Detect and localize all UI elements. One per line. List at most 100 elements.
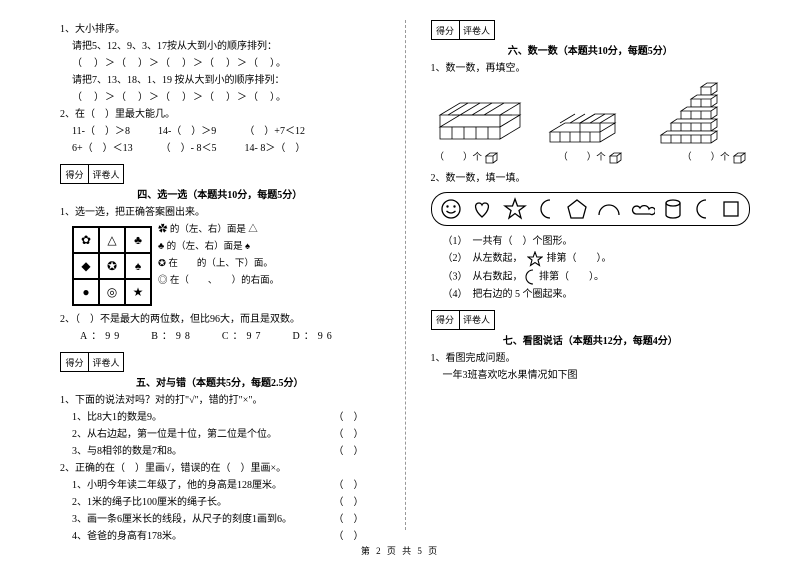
s5-q1-list: 1、比8大1的数是9。（ ） 2、从右边起，第一位是十位，第二位是个位。（ ） … bbox=[60, 410, 380, 459]
page-footer: 第 2 页 共 5 页 bbox=[0, 544, 800, 557]
mark: （ ） bbox=[334, 512, 364, 527]
moon2-icon bbox=[692, 198, 712, 220]
s4-q1: 1、选一选，把正确答案圈出来。 bbox=[60, 205, 380, 220]
s6-l1: （1） 一共有（ ）个图形。 bbox=[443, 234, 751, 249]
score-box: 得分 评卷人 bbox=[431, 310, 495, 330]
s4-figure-row: ✿ △ ♣ ◆ ✪ ♠ ● ◎ ★ ✿ 的（左、右）面是 △ ♣ 的（左、右）面… bbox=[60, 222, 380, 310]
s5-q2-3: 3、画一条6厘米长的线段，从尺子的刻度1画到6。 （ ） bbox=[72, 512, 380, 527]
grid-cell: ♣ bbox=[125, 227, 151, 253]
txt: 4、爸爸的身高有178米。 bbox=[72, 529, 182, 544]
mark: （ ） bbox=[334, 495, 364, 510]
s4-grid: ✿ △ ♣ ◆ ✪ ♠ ● ◎ ★ bbox=[72, 226, 152, 306]
s7-q1: 1、看图完成问题。 bbox=[431, 351, 751, 366]
s5-q1-2: 2、从右边起，第一位是十位，第二位是个位。 （ ） bbox=[72, 427, 380, 442]
s5-q2-list: 1、小明今年读二年级了，他的身高是128厘米。 （ ） 2、1米的绳子比100厘米… bbox=[60, 478, 380, 544]
cube-stack-3 bbox=[656, 82, 746, 147]
txt: 2、从右边起，第一位是十位，第二位是个位。 bbox=[72, 427, 277, 442]
s4-t2-txt: 的（左、右）面是 bbox=[167, 242, 243, 252]
moon-inline-icon bbox=[523, 269, 537, 285]
cube-icon bbox=[732, 151, 746, 165]
txt: 3、画一条6厘米长的线段，从尺子的刻度1画到6。 bbox=[72, 512, 292, 527]
sec6-header: 得分 评卷人 bbox=[431, 20, 751, 40]
s4-opts: A：99 B：98 C：97 D：96 bbox=[80, 329, 380, 344]
s4-t3: ✪ 在 的（上、下）面。 bbox=[158, 256, 380, 273]
mark: （ ） bbox=[334, 427, 364, 442]
q2-r1a: 11-（ ）＞8 bbox=[72, 124, 130, 139]
mark: （ ） bbox=[334, 410, 364, 425]
s7-l1: 一年3班喜欢吃水果情况如下图 bbox=[443, 368, 751, 383]
score-cell-a: 得分 bbox=[432, 311, 460, 329]
smiley-icon bbox=[440, 198, 462, 220]
s4-t4-txt: 在（ 、 ）的右面。 bbox=[170, 276, 279, 286]
q2-r2a: 6+（ ）＜13 bbox=[72, 141, 133, 156]
s4-text-block: ✿ 的（左、右）面是 △ ♣ 的（左、右）面是 ♠ ✪ 在 的（上、下）面。 ◎… bbox=[158, 222, 380, 290]
cloud-icon bbox=[631, 199, 655, 219]
q1-line1: 请把5、12、9、3、17按从大到小的顺序排列： bbox=[72, 39, 380, 54]
q1-blank1: （ ）＞（ ）＞（ ）＞（ ）＞（ ）。 bbox=[72, 56, 380, 71]
s4-t1: ✿ 的（左、右）面是 △ bbox=[158, 222, 380, 239]
score-cell-b: 评卷人 bbox=[89, 353, 123, 371]
s4-t3-txt: 在 的（上、下）面。 bbox=[168, 259, 273, 269]
cube-lbl: （ ）个 bbox=[435, 149, 499, 165]
txt: 1、小明今年读二年级了，他的身高是128厘米。 bbox=[72, 478, 282, 493]
txt: 3、与8相邻的数是7和8。 bbox=[72, 444, 182, 459]
cube-stack-1 bbox=[435, 92, 530, 147]
mark: （ ） bbox=[334, 478, 364, 493]
s5-q2-1: 1、小明今年读二年级了，他的身高是128厘米。 （ ） bbox=[72, 478, 380, 493]
s4-q2: 2、（ ）不是最大的两位数，但比96大，而且是双数。 bbox=[60, 312, 380, 327]
cylinder-icon bbox=[664, 198, 682, 220]
page-columns: 1、大小排序。 请把5、12、9、3、17按从大到小的顺序排列： （ ）＞（ ）… bbox=[60, 20, 750, 530]
s5-q1-3: 3、与8相邻的数是7和8。（ ） bbox=[72, 444, 380, 459]
cube-icon bbox=[484, 151, 498, 165]
q1-title: 1、大小排序。 bbox=[60, 22, 380, 37]
txt: 2、1米的绳子比100厘米的绳子长。 bbox=[72, 495, 227, 510]
score-cell-a: 得分 bbox=[432, 21, 460, 39]
grid-cell: ◎ bbox=[99, 279, 125, 305]
sec7-header: 得分 评卷人 bbox=[431, 310, 751, 330]
column-divider bbox=[405, 20, 406, 530]
s4-t4: ◎ 在（ 、 ）的右面。 bbox=[158, 273, 380, 290]
grid-cell: ★ bbox=[125, 279, 151, 305]
shapes-box bbox=[431, 192, 751, 226]
score-cell-a: 得分 bbox=[61, 165, 89, 183]
s6-l2: （2） 从左数起， 排第（ ）。 bbox=[443, 251, 751, 267]
left-column: 1、大小排序。 请把5、12、9、3、17按从大到小的顺序排列： （ ）＞（ ）… bbox=[60, 20, 380, 530]
score-box: 得分 评卷人 bbox=[60, 164, 124, 184]
sec4-title: 四、选一选（本题共10分，每题5分） bbox=[60, 186, 380, 201]
score-cell-b: 评卷人 bbox=[89, 165, 123, 183]
q2-r1b: 14-（ ）＞9 bbox=[158, 124, 216, 139]
score-cell-b: 评卷人 bbox=[460, 21, 494, 39]
score-cell-b: 评卷人 bbox=[460, 311, 494, 329]
cubes-row bbox=[435, 82, 747, 147]
s5-q1: 1、下面的说法对吗？对的打"√"，错的打"×"。 bbox=[60, 393, 380, 408]
sec4-header: 得分 评卷人 bbox=[60, 164, 380, 184]
score-cell-a: 得分 bbox=[61, 353, 89, 371]
arc-icon bbox=[597, 199, 621, 219]
q1-blank2: （ ）＞（ ）＞（ ）＞（ ）＞（ ）。 bbox=[72, 90, 380, 105]
lbl: （ ）个 bbox=[682, 153, 730, 163]
q2-title: 2、在（ ）里最大能几。 bbox=[60, 107, 380, 122]
q2-r2c: 14- 8＞（ ） bbox=[244, 141, 305, 156]
s4-t1-txt: 的（左、右）面是 bbox=[170, 225, 246, 235]
sec7-title: 七、看图说话（本题共12分，每题4分） bbox=[431, 332, 751, 347]
moon-icon bbox=[536, 198, 556, 220]
s5-q1-1: 1、比8大1的数是9。（ ） bbox=[72, 410, 380, 425]
grid-cell: ◆ bbox=[73, 253, 99, 279]
grid-cell: ● bbox=[73, 279, 99, 305]
lbl: （ ）个 bbox=[435, 153, 483, 163]
star-icon bbox=[503, 197, 527, 221]
s4-t2: ♣ 的（左、右）面是 ♠ bbox=[158, 239, 380, 256]
s6-q2: 2、数一数，填一填。 bbox=[431, 171, 751, 186]
s6-l4: （4） 把右边的 5 个圈起来。 bbox=[443, 287, 751, 302]
grid-cell: △ bbox=[99, 227, 125, 253]
q2-r2b: （ ）- 8＜5 bbox=[161, 141, 217, 156]
square-icon bbox=[721, 199, 741, 219]
grid-cell: ✿ bbox=[73, 227, 99, 253]
cube-lbl: （ ）个 bbox=[682, 149, 746, 165]
score-box: 得分 评卷人 bbox=[60, 352, 124, 372]
cube-lbl: （ ）个 bbox=[558, 149, 622, 165]
grid-cell: ♠ bbox=[125, 253, 151, 279]
lbl: （ ）个 bbox=[558, 153, 606, 163]
s6-l3: （3） 从右数起， 排第（ ）。 bbox=[443, 269, 751, 285]
grid-cell: ✪ bbox=[99, 253, 125, 279]
